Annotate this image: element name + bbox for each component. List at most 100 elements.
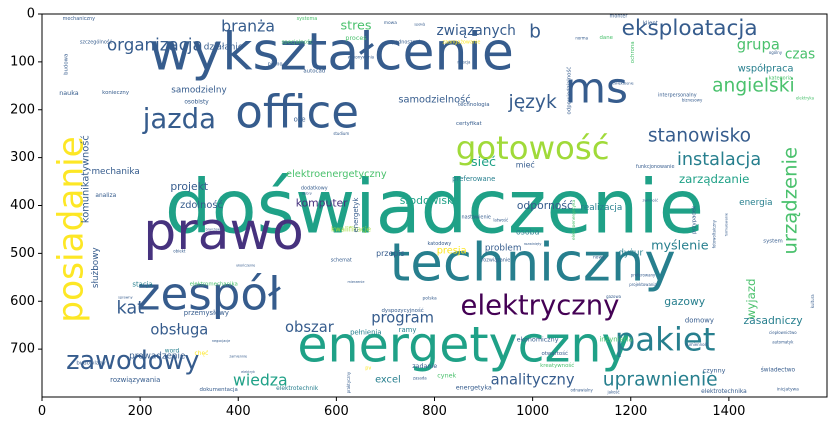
word-4: prawo	[143, 202, 304, 262]
word-42: odporność	[517, 199, 573, 212]
word-layer: doświadczenie wykształcenie techniczny ener…	[51, 14, 815, 395]
y-axis: 0 100 200 300 400 500 600 700	[10, 7, 42, 357]
word-127: studium	[333, 131, 349, 136]
word-147: praktyczny	[346, 371, 351, 393]
y-tick-label: 600	[10, 294, 35, 309]
x-tick-label: 800	[422, 404, 447, 419]
word-5: office	[235, 86, 359, 139]
word-150: elektryk	[241, 370, 255, 374]
word-151: negocjacje	[212, 339, 230, 343]
word-75: osobisty	[184, 100, 209, 106]
word-32: b	[529, 22, 541, 43]
word-20: instalacja	[677, 150, 761, 170]
word-81: inżynieria	[599, 336, 632, 344]
word-131: inicjatywa	[777, 386, 800, 392]
word-17: stanowisko	[648, 126, 751, 147]
word-121: polska	[423, 295, 437, 301]
word-143: formułowanie	[724, 213, 728, 236]
word-31: myślenie	[651, 239, 709, 254]
word-88: elektrotechnika	[701, 389, 747, 395]
word-22: branża	[221, 16, 275, 35]
x-tick-label: 600	[324, 404, 349, 419]
word-38: gazowy	[664, 295, 706, 308]
word-80: domowy	[685, 316, 714, 324]
word-129: nowy	[593, 256, 605, 261]
word-130: jakość	[606, 390, 619, 395]
word-86: dokumentacja	[199, 387, 237, 393]
word-125: relacja	[457, 59, 471, 64]
word-90: chęć	[195, 350, 209, 357]
word-36: wyjazd	[744, 278, 758, 319]
word-54: problem	[485, 244, 522, 254]
word-1: wykształcenie	[149, 22, 514, 82]
word-156: rozwinięty	[524, 242, 542, 246]
word-34: stres	[340, 18, 371, 33]
word-160: zwinność	[643, 199, 659, 203]
word-149: zamiennie	[229, 354, 247, 358]
word-135: ogólny	[769, 50, 783, 55]
word-18: angielski	[712, 75, 795, 96]
word-132: kultura	[810, 294, 815, 308]
word-152: sprawny	[118, 295, 132, 299]
word-79: energetyk	[352, 198, 360, 233]
word-104: funkcjonowanie	[636, 164, 674, 170]
word-95: świadectwo	[761, 367, 796, 374]
word-102: certyfikat	[456, 121, 482, 127]
word-110: specjalność	[281, 39, 312, 46]
word-45: samodzielność	[398, 94, 470, 106]
word-153: branżowy	[205, 227, 222, 231]
word-111: zaangażowanie	[443, 40, 481, 46]
word-46: komunikatywność	[80, 135, 92, 223]
x-tick-label: 400	[226, 404, 251, 419]
x-tick-label: 0	[38, 404, 46, 419]
word-62: prowadzenie	[129, 351, 185, 361]
word-78: przypadek	[692, 205, 698, 234]
word-19: język	[508, 92, 557, 113]
word-9: pakiet	[615, 321, 716, 359]
word-87: elektrotechnik	[276, 386, 319, 392]
word-25: obsługa	[150, 321, 208, 338]
y-tick-label: 300	[10, 150, 35, 165]
word-64: mieć	[516, 159, 535, 169]
word-39: zasadniczy	[743, 314, 803, 327]
word-101: kategoria	[769, 76, 792, 82]
x-tick-label: 200	[128, 404, 153, 419]
x-tick-label: 1400	[712, 404, 745, 419]
word-7: posiadanie	[51, 136, 91, 323]
y-tick-label: 100	[10, 54, 35, 69]
word-103: technologia	[458, 102, 490, 108]
word-97: odpowiedzialność	[565, 67, 572, 115]
word-100: schemat	[331, 258, 352, 264]
word-158: spokój	[414, 23, 425, 27]
word-106: nastawienie	[461, 214, 491, 220]
word-63: rozwiązywania	[110, 376, 160, 384]
y-tick-label: 200	[10, 102, 35, 117]
word-33: związanych	[437, 23, 516, 39]
word-55: presja	[437, 245, 467, 256]
word-15: uprawnienie	[603, 370, 718, 391]
word-139: sumienność	[685, 342, 708, 347]
word-92: kreatywność	[540, 362, 574, 369]
word-93: otwartość	[541, 350, 568, 357]
word-128: obiekt	[173, 248, 186, 253]
word-77: elektromechanika	[190, 281, 238, 287]
word-159: dobry	[302, 192, 312, 196]
word-82: ekonomiczny	[517, 336, 559, 344]
word-76: oze	[294, 115, 306, 123]
word-6: zespół	[137, 268, 281, 321]
word-89: budowlany	[76, 360, 106, 366]
word-71: analiza	[95, 193, 116, 199]
word-30: czas	[785, 47, 815, 63]
word-11: elektryczny	[461, 291, 620, 322]
word-49: przemysłowy	[184, 309, 229, 317]
word-65: preferowane	[452, 175, 495, 183]
word-66: kwalifikacje	[331, 225, 371, 233]
word-137: preferowany	[631, 272, 656, 277]
word-157: zwiększenie	[613, 81, 634, 85]
word-56: realizacja	[580, 203, 622, 213]
word-119: ochrona	[630, 41, 636, 63]
word-124: norma	[575, 35, 588, 40]
word-146: gazowa	[606, 294, 622, 299]
word-27: program	[371, 310, 434, 327]
